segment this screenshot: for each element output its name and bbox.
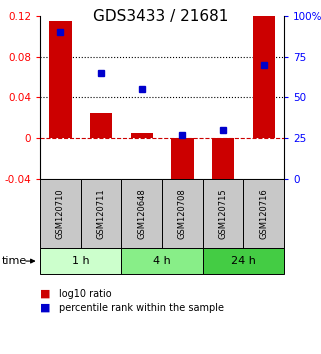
Text: 4 h: 4 h xyxy=(153,256,171,266)
Text: GSM120715: GSM120715 xyxy=(219,188,228,239)
Text: GDS3433 / 21681: GDS3433 / 21681 xyxy=(93,9,228,24)
Text: GSM120710: GSM120710 xyxy=(56,188,65,239)
Text: GSM120711: GSM120711 xyxy=(97,188,106,239)
Text: percentile rank within the sample: percentile rank within the sample xyxy=(59,303,224,313)
Bar xyxy=(171,138,194,184)
Text: GSM120716: GSM120716 xyxy=(259,188,268,239)
Text: ■: ■ xyxy=(40,289,51,299)
Text: log10 ratio: log10 ratio xyxy=(59,289,112,299)
Bar xyxy=(131,133,153,138)
Bar xyxy=(212,138,234,179)
Text: GSM120708: GSM120708 xyxy=(178,188,187,239)
Bar xyxy=(49,21,72,138)
Bar xyxy=(90,113,112,138)
Bar xyxy=(253,16,275,138)
Text: time: time xyxy=(2,256,27,266)
Text: ■: ■ xyxy=(40,303,51,313)
Text: 1 h: 1 h xyxy=(72,256,90,266)
Text: GSM120648: GSM120648 xyxy=(137,188,146,239)
Text: 24 h: 24 h xyxy=(231,256,256,266)
